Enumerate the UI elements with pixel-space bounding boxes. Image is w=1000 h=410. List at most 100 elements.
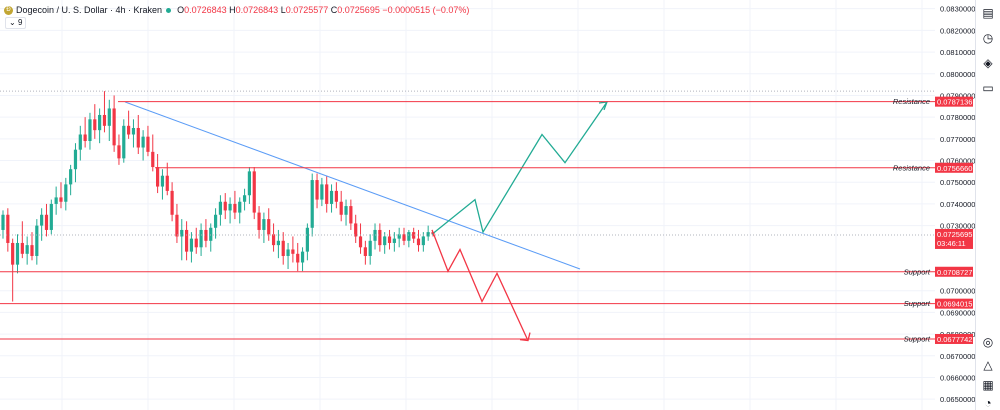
symbol-title[interactable]: Dogecoin / U. S. Dollar · 4h · Kraken bbox=[16, 5, 163, 15]
candle-body bbox=[199, 229, 203, 248]
level-price-label: 0.0756660 bbox=[937, 164, 972, 173]
candle-body bbox=[334, 190, 338, 202]
triangle-icon[interactable]: △ bbox=[983, 358, 993, 372]
candle-body bbox=[368, 240, 372, 256]
candle-body bbox=[281, 240, 285, 256]
level-tag: Support bbox=[904, 334, 931, 343]
y-tick-label: 0.0740000 bbox=[940, 200, 975, 209]
y-tick-label: 0.0820000 bbox=[940, 26, 975, 35]
chart-overlays bbox=[0, 90, 935, 342]
candle-body bbox=[267, 219, 271, 235]
candle-body bbox=[112, 108, 116, 146]
target-icon[interactable]: ◎ bbox=[982, 335, 994, 349]
y-tick-label: 0.0790000 bbox=[940, 91, 975, 100]
candle-body bbox=[204, 229, 208, 241]
candle-body bbox=[407, 232, 411, 241]
candle-body bbox=[151, 151, 155, 168]
candle-body bbox=[175, 214, 179, 237]
right-toolbar: ▤ ◷ ◈ ▭ ◎ △ ▦ ◔ bbox=[975, 0, 1000, 410]
current-price-label: 0.0725695 bbox=[937, 230, 972, 239]
level-price-chip bbox=[935, 333, 973, 344]
candle-body bbox=[170, 190, 174, 215]
dogecoin-icon: Ð bbox=[4, 5, 13, 15]
y-tick-label: 0.0770000 bbox=[940, 135, 975, 144]
candle-body bbox=[117, 145, 121, 159]
chat-icon[interactable]: ▭ bbox=[982, 81, 994, 95]
y-tick-label: 0.0830000 bbox=[940, 5, 975, 14]
candle-body bbox=[146, 136, 150, 152]
candle-body bbox=[315, 180, 319, 200]
candle-body bbox=[291, 249, 295, 254]
candle-body bbox=[11, 242, 15, 265]
y-tick-label: 0.0700000 bbox=[940, 287, 975, 296]
level-price-label: 0.0677742 bbox=[937, 335, 972, 344]
level-price-label: 0.0694015 bbox=[937, 300, 972, 309]
level-tag: Resistance bbox=[893, 97, 930, 106]
candle-body bbox=[15, 242, 20, 265]
candle-body bbox=[122, 125, 126, 159]
candle-body bbox=[329, 190, 334, 204]
candle-body bbox=[131, 127, 136, 135]
candle-body bbox=[127, 125, 131, 135]
candle-body bbox=[387, 236, 392, 243]
candle-body bbox=[252, 171, 256, 213]
candle-body bbox=[88, 119, 92, 142]
price-axis[interactable]: 0.0830000 0.0820000 0.0810000 0.0800000 0.07… bbox=[940, 5, 975, 404]
candle-body bbox=[189, 238, 194, 252]
candle-body bbox=[136, 127, 140, 148]
candle-body bbox=[402, 234, 406, 241]
candle-body bbox=[412, 232, 416, 239]
candle-body bbox=[271, 234, 276, 246]
candle-body bbox=[160, 175, 165, 187]
level-lines: Resistance 0.0787136 Resistance 0.0756660 Su… bbox=[0, 96, 973, 344]
candle-body bbox=[339, 201, 343, 215]
candle-body bbox=[223, 201, 227, 211]
candle-body bbox=[98, 114, 102, 131]
candle-body bbox=[180, 229, 184, 237]
candle-body bbox=[262, 219, 266, 230]
level-price-chip bbox=[935, 162, 973, 173]
close-value: 0.0725695 bbox=[337, 5, 380, 15]
chart-grid bbox=[0, 0, 935, 410]
ohlc-readout: O0.0726843 H0.0726843 L0.0725577 C0.0725… bbox=[177, 5, 470, 15]
candle-body bbox=[64, 184, 68, 202]
candle-body bbox=[102, 114, 107, 126]
candle-body bbox=[242, 195, 247, 202]
y-tick-label: 0.0810000 bbox=[940, 48, 975, 57]
candle-body bbox=[344, 206, 348, 215]
indicator-count: 9 bbox=[17, 18, 23, 27]
level-price-chip bbox=[935, 96, 973, 107]
candlestick-series bbox=[1, 91, 435, 302]
high-value: 0.0726843 bbox=[235, 5, 279, 15]
level-price-label: 0.0787136 bbox=[937, 98, 972, 107]
candle-body bbox=[30, 245, 34, 256]
candle-body bbox=[93, 119, 97, 131]
market-status-dot bbox=[166, 7, 172, 13]
y-tick-label: 0.0690000 bbox=[940, 308, 975, 317]
calendar-icon[interactable]: ▦ bbox=[982, 378, 994, 392]
candle-body bbox=[363, 247, 367, 256]
candle-body bbox=[416, 238, 421, 246]
alert-clock-icon[interactable]: ◷ bbox=[982, 31, 994, 45]
candle-body bbox=[35, 225, 39, 256]
watchlist-icon[interactable]: ▤ bbox=[982, 6, 994, 20]
y-tick-label: 0.0730000 bbox=[940, 222, 975, 231]
bell-icon[interactable]: ◔ bbox=[984, 396, 992, 410]
layers-icon[interactable]: ◈ bbox=[983, 56, 993, 70]
bar-countdown-label: 03:46:11 bbox=[937, 239, 966, 248]
candle-body bbox=[44, 214, 49, 230]
bearish-projection bbox=[431, 229, 529, 341]
candle-body bbox=[358, 236, 363, 248]
candle-body bbox=[426, 232, 430, 237]
candle-body bbox=[209, 227, 213, 241]
candle-body bbox=[213, 214, 218, 228]
level-price-chip bbox=[935, 298, 973, 309]
level-price-chip bbox=[935, 266, 973, 277]
candle-body bbox=[238, 201, 242, 213]
candle-body bbox=[320, 184, 324, 200]
candle-body bbox=[218, 201, 223, 215]
candle-body bbox=[349, 206, 353, 224]
candle-body bbox=[59, 197, 63, 202]
indicator-toggle-chip[interactable]: ⌄ 9 bbox=[5, 17, 27, 29]
